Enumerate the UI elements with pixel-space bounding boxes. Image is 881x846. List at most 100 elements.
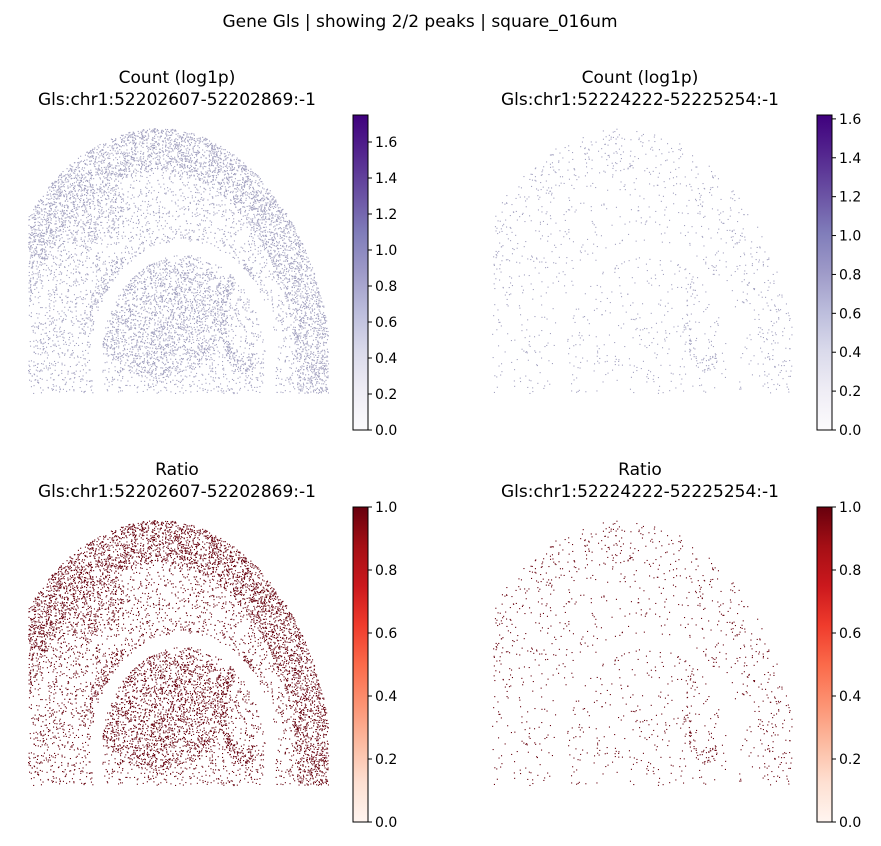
scatter-point: [325, 386, 327, 388]
scatter-point: [199, 201, 201, 203]
scatter-point: [54, 345, 56, 347]
scatter-point: [137, 320, 139, 322]
scatter-point: [271, 298, 273, 300]
scatter-point: [136, 234, 138, 236]
scatter-point: [240, 365, 242, 367]
scatter-point: [131, 313, 133, 315]
scatter-point: [108, 191, 110, 193]
scatter-point: [290, 379, 292, 381]
scatter-point: [137, 313, 139, 315]
scatter-point: [106, 361, 108, 363]
scatter-point: [161, 132, 163, 134]
scatter-point: [150, 160, 152, 162]
scatter-point: [55, 207, 57, 209]
scatter-point: [146, 346, 148, 348]
scatter-point: [50, 219, 52, 221]
scatter-point: [279, 217, 281, 219]
scatter-point: [180, 264, 182, 266]
scatter-point: [145, 135, 147, 137]
scatter-point: [195, 191, 197, 193]
scatter-point: [312, 279, 314, 281]
scatter-point: [301, 390, 303, 392]
scatter-point: [162, 282, 164, 284]
scatter-point: [189, 356, 191, 358]
scatter-point: [235, 304, 237, 306]
scatter-point: [59, 389, 61, 391]
scatter-point: [252, 253, 254, 255]
scatter-point: [182, 270, 184, 272]
scatter-point: [153, 212, 155, 214]
scatter-point: [279, 256, 281, 258]
scatter-point: [293, 334, 295, 336]
scatter-point: [168, 241, 170, 243]
scatter-point: [229, 169, 231, 171]
scatter-point: [111, 272, 113, 274]
scatter-point: [324, 315, 326, 317]
scatter-point: [42, 329, 44, 331]
scatter-point: [244, 329, 246, 331]
scatter-point: [137, 219, 139, 221]
scatter-point: [80, 173, 82, 175]
scatter-point: [149, 379, 151, 381]
scatter-point: [99, 205, 101, 207]
scatter-point: [155, 280, 157, 282]
scatter-point: [201, 267, 203, 269]
scatter-point: [196, 224, 198, 226]
scatter-point: [257, 247, 259, 249]
scatter-point: [221, 307, 223, 309]
scatter-point: [211, 364, 213, 366]
scatter-point: [238, 166, 240, 168]
scatter-point: [268, 270, 270, 272]
scatter-point: [96, 218, 98, 220]
scatter-point: [243, 264, 245, 266]
scatter-point: [210, 311, 212, 313]
scatter-point: [194, 186, 196, 188]
scatter-point: [215, 264, 217, 266]
scatter-point: [155, 375, 157, 377]
scatter-point: [67, 216, 69, 218]
scatter-point: [178, 341, 180, 343]
scatter-point: [154, 324, 156, 326]
scatter-point: [185, 273, 187, 275]
scatter-point: [203, 329, 205, 331]
scatter-point: [121, 259, 123, 261]
scatter-point: [47, 369, 49, 371]
scatter-point: [170, 155, 172, 157]
scatter-point: [166, 150, 168, 152]
scatter-point: [224, 329, 226, 331]
scatter-point: [195, 331, 197, 333]
scatter-point: [320, 321, 322, 323]
scatter-point: [99, 203, 101, 205]
scatter-point: [98, 157, 100, 159]
scatter-point: [113, 242, 115, 244]
scatter-point: [142, 352, 144, 354]
scatter-point: [58, 198, 60, 200]
scatter-point: [250, 377, 252, 379]
scatter-point: [159, 155, 161, 157]
scatter-point: [249, 205, 251, 207]
scatter-point: [318, 293, 320, 295]
scatter-point: [106, 347, 108, 349]
scatter-point: [226, 317, 228, 319]
scatter-point: [297, 300, 299, 302]
scatter-point: [87, 341, 89, 343]
scatter-point: [111, 227, 113, 229]
scatter-point: [201, 310, 203, 312]
scatter-point: [242, 177, 244, 179]
scatter-point: [69, 225, 71, 227]
scatter-point: [239, 189, 241, 191]
scatter-point: [309, 307, 311, 309]
scatter-point: [193, 326, 195, 328]
scatter-point: [170, 297, 172, 299]
scatter-point: [212, 165, 214, 167]
scatter-point: [223, 346, 225, 348]
scatter-point: [245, 170, 247, 172]
scatter-point: [206, 391, 208, 393]
scatter-point: [134, 346, 136, 348]
scatter-point: [225, 350, 227, 352]
scatter-point: [150, 143, 152, 145]
scatter-point: [299, 274, 301, 276]
scatter-point: [111, 314, 113, 316]
scatter-point: [62, 175, 64, 177]
scatter-point: [176, 273, 178, 275]
